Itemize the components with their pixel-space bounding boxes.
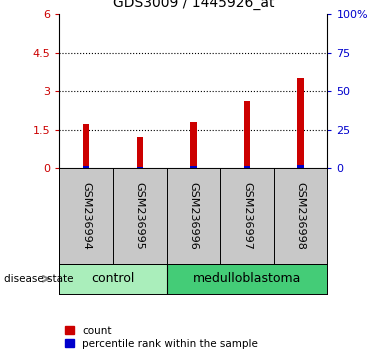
Text: disease state: disease state xyxy=(4,274,73,284)
Legend: count, percentile rank within the sample: count, percentile rank within the sample xyxy=(65,326,258,349)
Text: GSM236994: GSM236994 xyxy=(81,182,91,250)
Text: GSM236997: GSM236997 xyxy=(242,182,252,250)
Bar xyxy=(298,165,304,168)
FancyBboxPatch shape xyxy=(167,264,327,294)
FancyBboxPatch shape xyxy=(59,264,167,294)
Text: GSM236996: GSM236996 xyxy=(188,182,198,250)
Bar xyxy=(190,122,196,168)
Bar xyxy=(244,101,250,168)
Text: GSM236995: GSM236995 xyxy=(135,182,145,250)
Bar xyxy=(298,78,304,168)
Bar xyxy=(137,167,143,168)
Bar xyxy=(190,166,196,168)
Bar xyxy=(83,166,89,168)
Text: control: control xyxy=(91,272,135,285)
Bar xyxy=(83,124,89,168)
Text: GSM236998: GSM236998 xyxy=(296,182,306,250)
Bar xyxy=(244,166,250,168)
Text: medulloblastoma: medulloblastoma xyxy=(193,272,301,285)
Title: GDS3009 / 1445926_at: GDS3009 / 1445926_at xyxy=(113,0,274,10)
Bar xyxy=(137,137,143,168)
